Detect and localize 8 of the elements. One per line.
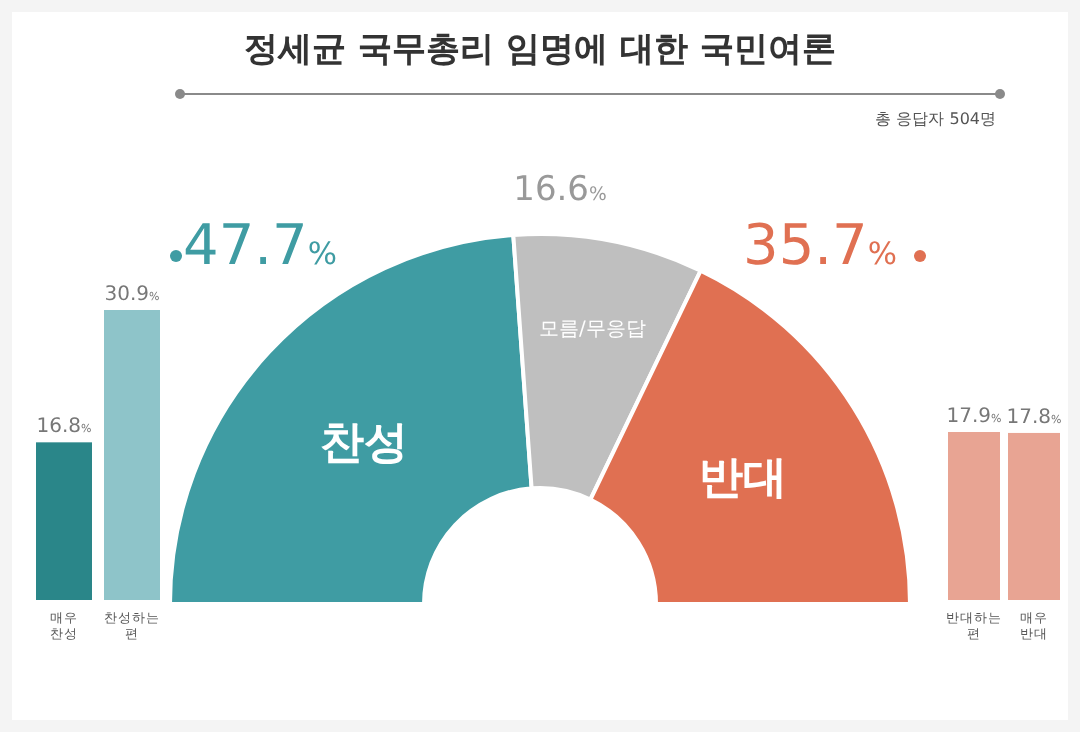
slice-label: 찬성 [320,418,409,469]
data-label: 16.6% [513,170,607,210]
data-label: 35.7% [743,212,897,278]
text: 총 응답자 504명 [875,110,996,128]
chart-title: 정세균 국무총리 임명에 대한 국민여론 [244,30,836,70]
slice-label: 반대 [699,454,788,505]
data-label: 47.7% [183,212,337,278]
slice-label: 모름/무응답 [539,318,646,341]
